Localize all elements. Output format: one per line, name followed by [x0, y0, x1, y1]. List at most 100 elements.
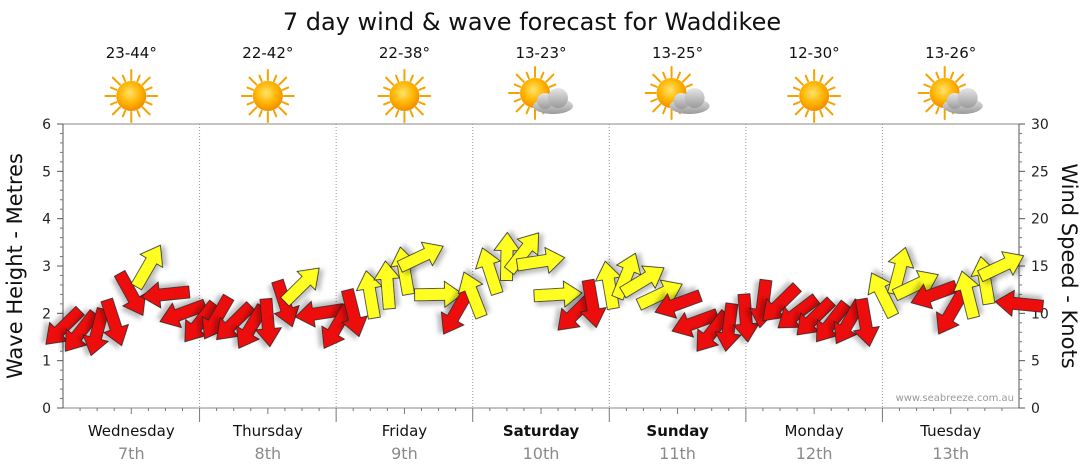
sun-ray — [827, 101, 836, 106]
day-date-label: 12th — [796, 444, 833, 463]
sun-ray — [515, 73, 525, 83]
wind-arrow — [714, 302, 742, 352]
sun-ray — [792, 86, 801, 91]
day-date-label: 10th — [523, 444, 560, 463]
sunny-icon — [104, 69, 159, 123]
sun-ray — [650, 83, 658, 88]
left-tick-label: 0 — [42, 401, 51, 417]
sun-disc — [252, 81, 283, 111]
sun-ray — [246, 86, 255, 91]
sun-ray — [258, 109, 263, 118]
wind-arrow — [910, 279, 959, 310]
left-tick-label: 4 — [42, 212, 51, 228]
sun-ray — [385, 76, 395, 86]
wind-arrow — [953, 270, 980, 320]
sun-ray — [278, 106, 288, 116]
wind-arrow — [184, 299, 220, 343]
wind-arrow — [515, 246, 566, 275]
sun-ray — [515, 103, 525, 113]
sun-ray — [804, 74, 810, 83]
sun-ray — [650, 98, 658, 103]
right-tick-label: 20 — [1031, 212, 1049, 228]
sun-ray — [136, 109, 141, 118]
cloud-puff — [684, 88, 705, 108]
cloud-icon — [533, 88, 573, 114]
sun-ray — [824, 76, 834, 86]
left-tick-label: 3 — [42, 259, 51, 275]
wind-arrow — [796, 296, 836, 336]
wind-arrow — [280, 267, 320, 307]
sun-ray — [662, 71, 667, 80]
sun-ray — [923, 98, 931, 103]
wind-arrow — [671, 308, 720, 338]
right-tick-label: 5 — [1031, 354, 1040, 370]
sun-ray — [545, 73, 555, 83]
wind-arrow — [341, 288, 368, 338]
wind-arrow — [130, 244, 164, 291]
wind-arrow — [64, 309, 101, 352]
partly-cloudy-icon — [644, 66, 710, 120]
sun-ray — [513, 83, 522, 88]
sun-ray — [145, 86, 153, 91]
sun-ray — [540, 71, 545, 80]
day-name-label: Wednesday — [88, 422, 175, 440]
sun-ray — [395, 74, 400, 83]
sun-ray — [792, 101, 801, 106]
sun-ray — [145, 101, 153, 106]
wind-arrow — [935, 288, 969, 335]
sun-ray — [109, 86, 118, 91]
sun-ray — [513, 98, 522, 103]
sun-ray — [525, 71, 530, 80]
wind-arrow — [762, 282, 802, 322]
wind-arrow — [619, 265, 665, 299]
wind-arrow — [994, 289, 1044, 318]
sun-ray — [925, 103, 935, 113]
sunny-icon — [377, 69, 432, 123]
sun-ray — [248, 106, 258, 116]
day-date-label: 8th — [255, 444, 282, 463]
wind-arrow — [732, 293, 761, 343]
sun-ray — [121, 74, 127, 83]
wind-arrow — [271, 278, 300, 328]
wind-arrow — [321, 303, 354, 349]
right-tick-label: 0 — [1031, 401, 1040, 417]
sun-ray — [685, 83, 693, 88]
sun-ray — [925, 73, 935, 83]
sun-ray — [923, 83, 931, 88]
sun-ray — [525, 106, 530, 115]
cloud-puff — [548, 88, 568, 108]
wind-arrow — [355, 270, 383, 320]
sun-ray — [794, 106, 804, 116]
temperature-range: 22-42° — [242, 44, 293, 62]
sun-ray — [409, 74, 414, 83]
wind-arrow — [113, 269, 147, 316]
wind-arrow — [816, 299, 852, 343]
left-tick-label: 1 — [42, 354, 51, 370]
sun-ray — [248, 76, 258, 86]
wind-arrow — [696, 309, 732, 352]
sun-ray — [418, 101, 426, 106]
sun-ray — [136, 74, 141, 83]
day-name-label: Monday — [785, 422, 844, 440]
day-date-label: 7th — [118, 444, 145, 463]
cloud-icon — [669, 88, 710, 114]
sun-ray — [414, 106, 424, 116]
sun-ray — [949, 71, 955, 80]
x-axis: Wednesday 7th Thursday 8th Friday 9th Saturday… — [79, 408, 1003, 463]
chart-title: 7 day wind & wave forecast for Waddikee — [283, 8, 781, 36]
sun-ray — [395, 109, 400, 118]
wind-arrow — [396, 241, 444, 273]
right-tick-label: 15 — [1031, 259, 1049, 275]
day-date-label: 9th — [391, 444, 418, 463]
sun-ray — [111, 76, 121, 86]
sun-disc — [116, 81, 147, 111]
left-tick-label: 6 — [42, 117, 51, 133]
sun-ray — [958, 83, 967, 88]
wind-arrow — [654, 289, 703, 319]
sun-ray — [804, 109, 810, 118]
sun-disc — [799, 81, 830, 111]
weather-row: 23-44° 22-42° 22-38° 13-23° 13-25° 12-30° 13-2… — [104, 44, 983, 123]
sun-ray — [278, 76, 288, 86]
day-name-label: Saturday — [503, 422, 580, 440]
